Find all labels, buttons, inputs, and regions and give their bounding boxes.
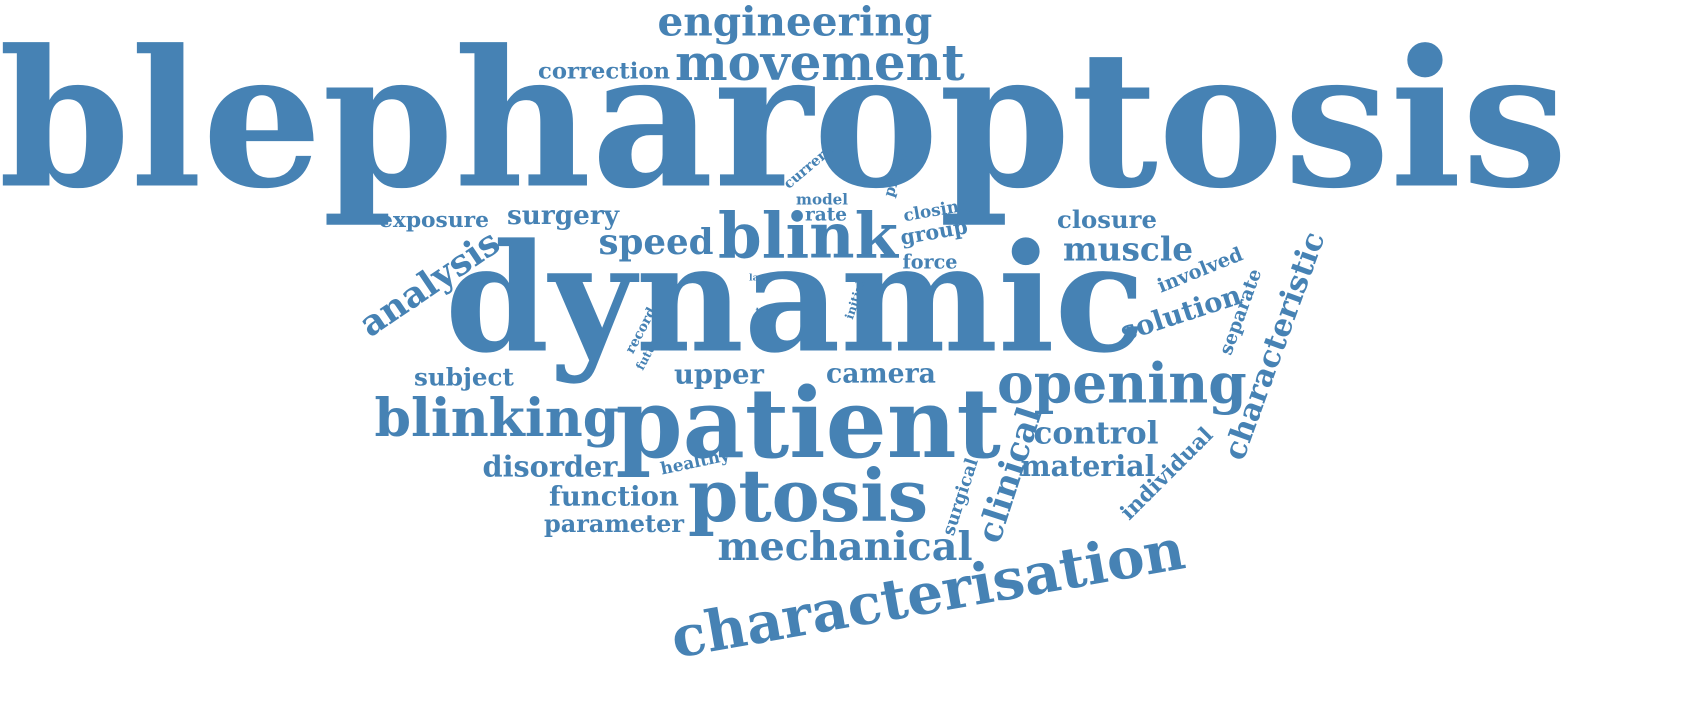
word-material: material bbox=[1020, 449, 1156, 483]
word-force: force bbox=[902, 250, 958, 274]
word-exposure: exposure bbox=[379, 208, 489, 233]
word-disorder: disorder bbox=[482, 449, 618, 484]
word-lack: lack bbox=[749, 272, 771, 284]
word-camera: camera bbox=[826, 358, 936, 390]
word-closure: closure bbox=[1057, 205, 1157, 234]
word-muscle: muscle bbox=[1063, 229, 1194, 269]
word-blepharoptosis: blepharoptosis bbox=[0, 8, 1568, 231]
word-patient: patient bbox=[615, 367, 1001, 480]
word-time: time bbox=[755, 307, 781, 318]
word-movement: movement bbox=[675, 33, 965, 92]
word-engineering: engineering bbox=[657, 0, 933, 46]
word-blinking: blinking bbox=[374, 388, 620, 449]
word-ptosis: ptosis bbox=[688, 453, 929, 538]
word-control: control bbox=[1033, 415, 1159, 452]
word-parameter: parameter bbox=[544, 509, 685, 538]
word-rate: rate bbox=[805, 204, 848, 226]
word-correction: correction bbox=[538, 58, 671, 85]
word-surgery: surgery bbox=[507, 200, 619, 231]
word-speed: speed bbox=[598, 222, 714, 263]
word-mechanical: mechanical bbox=[717, 524, 973, 570]
word-upper: upper bbox=[674, 358, 764, 391]
word-model: model bbox=[796, 190, 848, 209]
word-function: function bbox=[549, 480, 679, 513]
word-opening: opening bbox=[997, 350, 1247, 416]
word-blink: blink bbox=[718, 198, 898, 273]
word-dynamic: dynamic bbox=[445, 211, 1146, 387]
word-subject: subject bbox=[414, 362, 514, 392]
